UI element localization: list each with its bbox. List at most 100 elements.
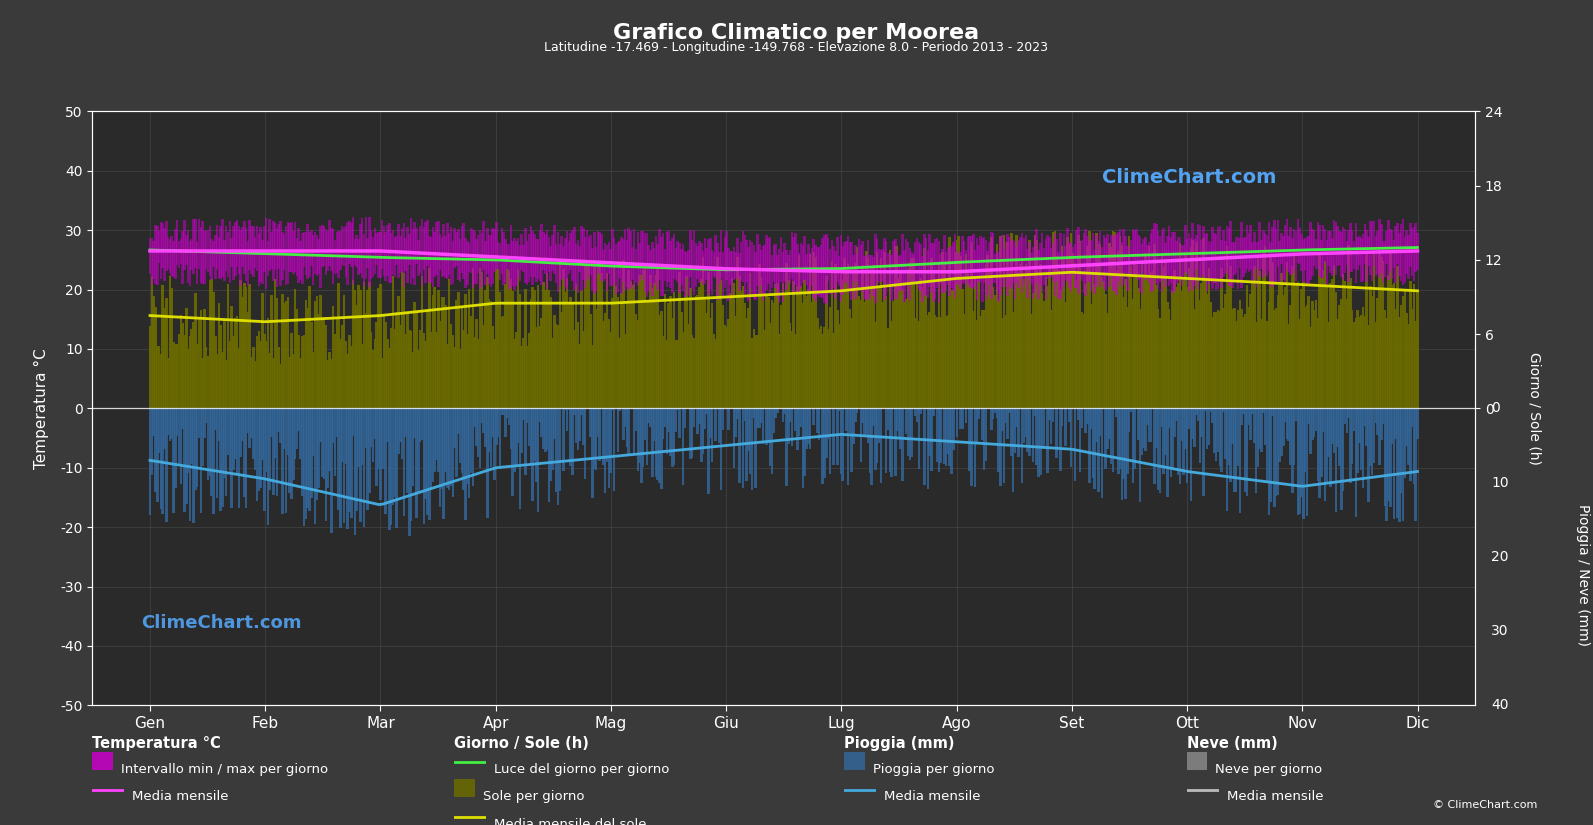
Bar (172, 408, 175, 513)
Bar (336, 317, 338, 408)
Bar (207, 408, 209, 479)
Bar (895, 251, 898, 299)
Bar (548, 290, 550, 408)
Text: 10: 10 (1491, 476, 1509, 489)
Bar (975, 408, 978, 441)
Bar (1241, 222, 1243, 289)
Bar (605, 244, 609, 291)
Bar (1327, 322, 1330, 408)
Bar (239, 408, 242, 457)
Bar (191, 329, 193, 408)
Bar (644, 408, 647, 440)
Bar (460, 408, 464, 473)
Bar (999, 238, 1002, 295)
Bar (1026, 249, 1029, 299)
Bar (1209, 302, 1212, 408)
Bar (817, 408, 820, 441)
Y-axis label: Giorno / Sole (h): Giorno / Sole (h) (1528, 352, 1542, 464)
Bar (1196, 224, 1200, 289)
Bar (631, 285, 634, 408)
Bar (260, 342, 261, 408)
Bar (932, 408, 935, 416)
Bar (1137, 288, 1139, 408)
Bar (362, 219, 363, 277)
Bar (1040, 408, 1043, 449)
Bar (1325, 408, 1329, 483)
Bar (513, 339, 516, 408)
Bar (771, 255, 773, 288)
Text: © ClimeChart.com: © ClimeChart.com (1432, 800, 1537, 810)
Bar (1287, 236, 1290, 271)
Bar (534, 408, 535, 461)
Bar (311, 408, 312, 498)
Bar (1190, 238, 1192, 281)
Bar (760, 277, 763, 408)
Bar (978, 245, 980, 282)
Bar (830, 262, 833, 408)
Bar (167, 358, 169, 408)
Bar (1324, 261, 1327, 408)
Bar (1035, 229, 1039, 284)
Bar (836, 237, 838, 282)
Bar (1131, 408, 1134, 483)
Bar (605, 408, 609, 461)
Bar (357, 285, 360, 408)
Bar (389, 347, 390, 408)
Bar (1337, 226, 1340, 266)
Bar (1139, 237, 1141, 292)
Bar (1104, 408, 1107, 469)
Bar (280, 232, 284, 280)
Bar (763, 330, 766, 408)
Bar (1088, 241, 1091, 282)
Bar (997, 252, 1000, 302)
Bar (795, 233, 796, 285)
Bar (1102, 235, 1106, 287)
Bar (789, 323, 792, 408)
Bar (739, 243, 742, 281)
Bar (862, 241, 863, 292)
Bar (421, 219, 424, 286)
Bar (953, 290, 954, 408)
Bar (1295, 231, 1297, 281)
Bar (757, 233, 758, 285)
Bar (1316, 408, 1319, 481)
Bar (1047, 286, 1048, 408)
Bar (739, 291, 742, 408)
Bar (226, 285, 229, 408)
Bar (1099, 231, 1101, 287)
Bar (852, 255, 855, 281)
Bar (510, 408, 511, 449)
Bar (1311, 229, 1314, 276)
Bar (1368, 286, 1372, 408)
Bar (1067, 408, 1070, 422)
Bar (1056, 256, 1058, 408)
Bar (857, 296, 860, 408)
Bar (1263, 233, 1266, 273)
Bar (448, 279, 451, 408)
Bar (1010, 408, 1013, 456)
Bar (1080, 408, 1083, 427)
Bar (405, 408, 406, 436)
Bar (946, 408, 949, 455)
Bar (567, 303, 570, 408)
Bar (534, 234, 535, 276)
Bar (879, 258, 883, 408)
Bar (566, 408, 569, 431)
Bar (734, 408, 738, 437)
Bar (637, 408, 639, 471)
Bar (798, 253, 800, 292)
Bar (755, 252, 757, 300)
Bar (996, 251, 999, 290)
Bar (1367, 408, 1370, 502)
Bar (992, 233, 994, 283)
Bar (527, 408, 530, 446)
Bar (325, 229, 327, 275)
Bar (1027, 240, 1031, 408)
Bar (1080, 312, 1083, 408)
Bar (1294, 250, 1295, 408)
Bar (424, 222, 427, 283)
Bar (918, 321, 921, 408)
Bar (1112, 408, 1114, 472)
Bar (698, 286, 701, 408)
Bar (669, 241, 672, 288)
